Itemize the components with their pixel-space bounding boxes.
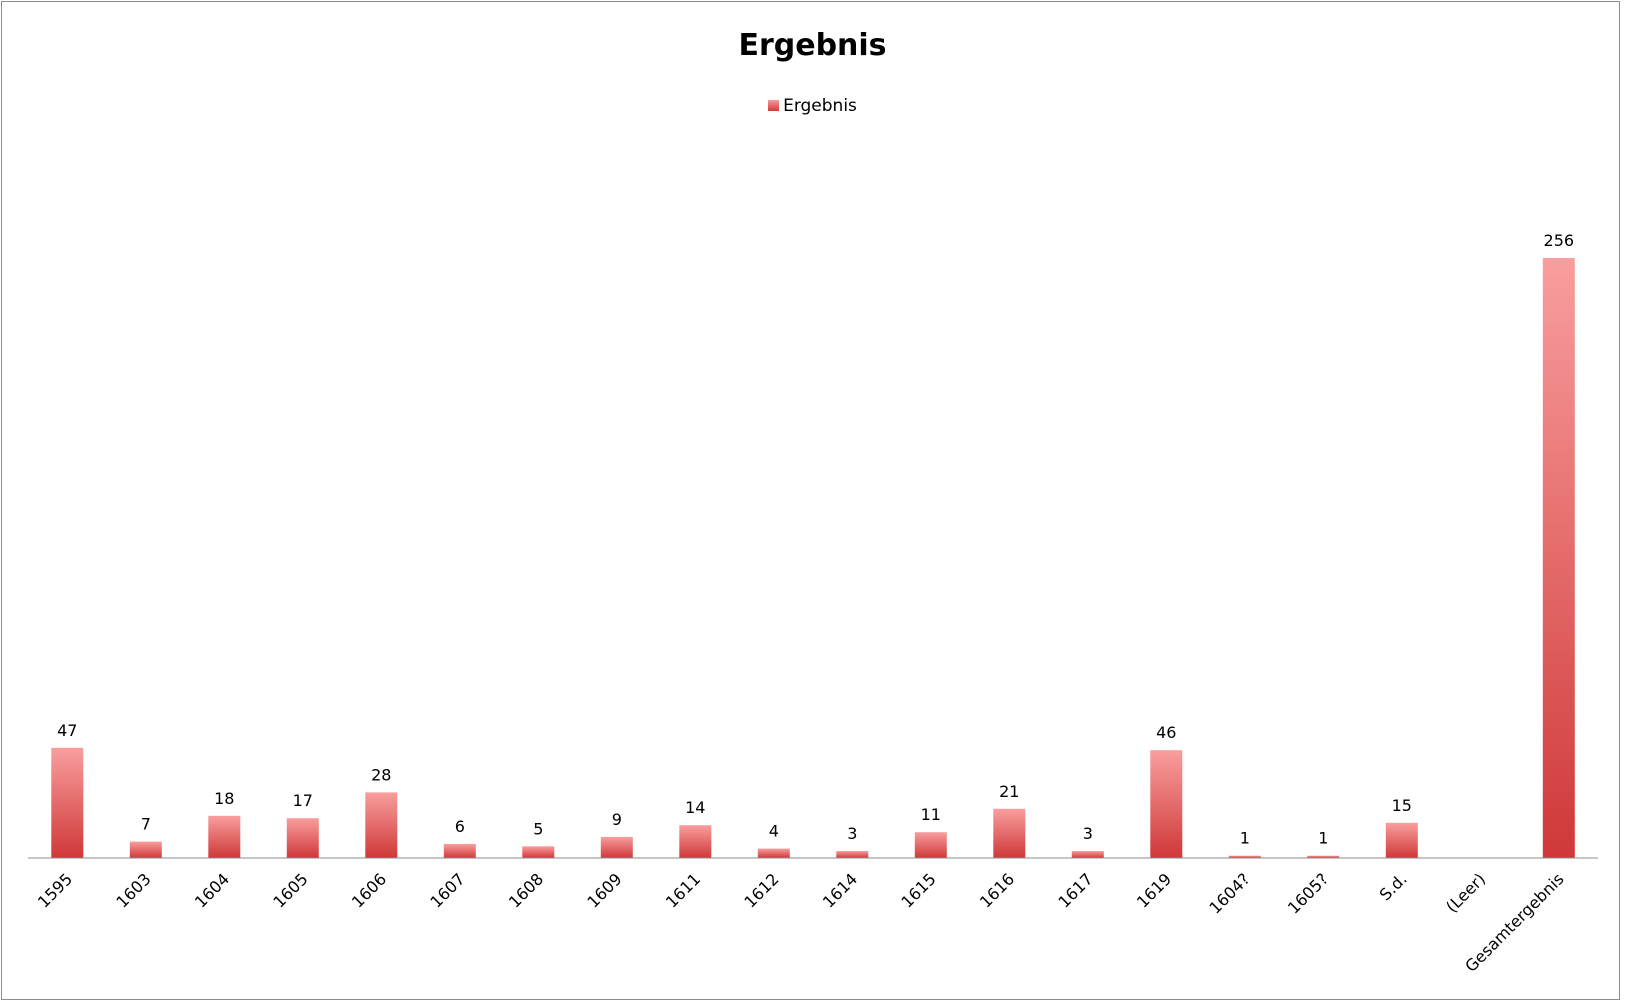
data-label-1614: 3 xyxy=(847,824,857,843)
x-tick-label-1619: 1619 xyxy=(1133,869,1175,911)
data-label-1605: 17 xyxy=(293,791,313,810)
data-label-1619: 46 xyxy=(1156,723,1176,742)
legend-swatch xyxy=(768,99,780,111)
x-tick-label-1615: 1615 xyxy=(897,869,939,911)
bar-1612 xyxy=(757,848,790,858)
data-label-1611: 14 xyxy=(685,798,705,817)
x-tick-label-1616: 1616 xyxy=(976,869,1018,911)
x-tick-label-1611: 1611 xyxy=(662,869,704,911)
data-label-1608: 5 xyxy=(533,819,543,838)
x-tick-label-(Leer): (Leer) xyxy=(1442,869,1489,916)
x-tick-label-1604: 1604 xyxy=(191,869,233,911)
bar-S.d. xyxy=(1385,822,1418,858)
bar-1619 xyxy=(1150,750,1183,858)
data-label-1609: 9 xyxy=(612,810,622,829)
bar-1611 xyxy=(679,825,712,858)
data-label-S.d.: 15 xyxy=(1392,796,1412,815)
data-label-1604: 18 xyxy=(214,789,234,808)
bar-1603 xyxy=(129,841,162,858)
data-label-1617: 3 xyxy=(1083,824,1093,843)
data-label-1606: 28 xyxy=(371,765,391,784)
bar-1607 xyxy=(443,843,476,858)
bar-Gesamtergebnis xyxy=(1542,258,1575,858)
x-tick-label-1605?: 1605? xyxy=(1284,869,1332,917)
bar-1614 xyxy=(836,851,869,858)
bar-1604 xyxy=(208,815,241,858)
data-label-1607: 6 xyxy=(455,817,465,836)
x-tick-label-1608: 1608 xyxy=(505,869,547,911)
data-label-1604?: 1 xyxy=(1240,829,1250,848)
x-tick-label-1595: 1595 xyxy=(34,869,76,911)
bar-1605 xyxy=(286,818,319,858)
x-tick-label-1604?: 1604? xyxy=(1205,869,1253,917)
data-label-1605?: 1 xyxy=(1318,829,1328,848)
bar-1617 xyxy=(1071,851,1104,858)
x-tick-label-1606: 1606 xyxy=(348,869,390,911)
bar-1608 xyxy=(522,846,555,858)
bar-1606 xyxy=(365,792,398,858)
x-tick-label-1617: 1617 xyxy=(1054,869,1096,911)
bar-1609 xyxy=(600,836,633,858)
x-tick-label-S.d.: S.d. xyxy=(1376,869,1411,904)
x-tick-label-1612: 1612 xyxy=(740,869,782,911)
x-tick-label-1609: 1609 xyxy=(583,869,625,911)
x-tick-label-1607: 1607 xyxy=(426,869,468,911)
bar-1616 xyxy=(993,808,1026,858)
chart-title: Ergebnis xyxy=(738,28,887,63)
x-tick-label-1605: 1605 xyxy=(269,869,311,911)
data-label-Gesamtergebnis: 256 xyxy=(1544,231,1575,250)
bar-1615 xyxy=(914,832,947,858)
data-label-1603: 7 xyxy=(141,815,151,834)
data-label-1595: 47 xyxy=(57,721,77,740)
data-label-1616: 21 xyxy=(999,782,1019,801)
bar-1605? xyxy=(1307,855,1340,858)
x-tick-label-1614: 1614 xyxy=(819,869,861,911)
legend: Ergebnis xyxy=(0,96,1625,116)
legend-label: Ergebnis xyxy=(783,96,857,116)
bar-1604? xyxy=(1228,855,1261,858)
bar-1595 xyxy=(51,747,84,858)
data-label-1615: 11 xyxy=(921,805,941,824)
x-tick-label-1603: 1603 xyxy=(112,869,154,911)
data-label-1612: 4 xyxy=(769,822,779,841)
